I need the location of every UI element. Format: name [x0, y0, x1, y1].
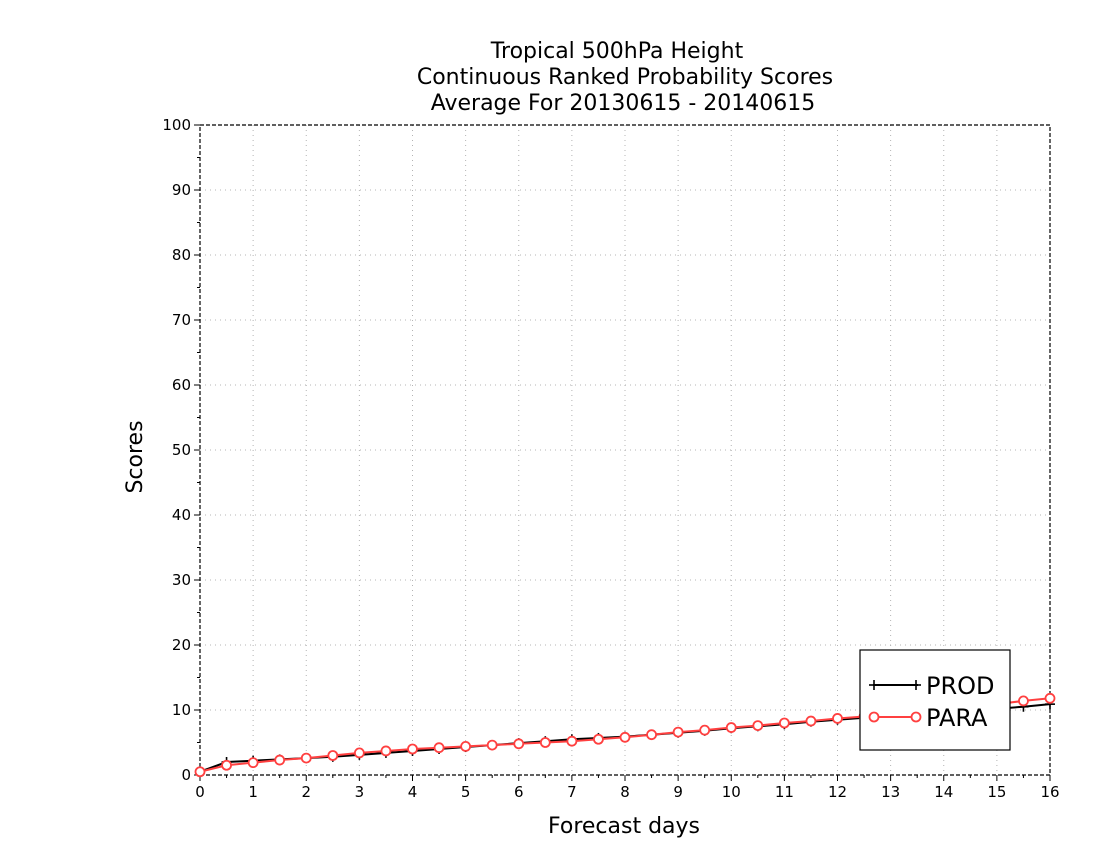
y-tick-label: 80: [172, 246, 191, 264]
data-point-para: [460, 741, 472, 752]
x-tick-label: 0: [195, 783, 205, 801]
data-point-para: [327, 750, 339, 761]
chart-title-line-2: Continuous Ranked Probability Scores: [417, 65, 833, 90]
data-point-para: [1018, 695, 1029, 707]
x-tick-label: 2: [301, 783, 311, 801]
x-tick-label: 13: [881, 783, 900, 801]
axis-ticks: 0 1 2 3 4 5 6 7 8 9 10 11 12 13 14 15 160102030405060708…: [162, 116, 1059, 801]
data-point-para: [752, 720, 764, 731]
x-tick-label: 11: [775, 783, 794, 801]
x-tick-label: 7: [567, 783, 577, 801]
x-axis-label: Forecast days: [548, 814, 700, 839]
chart-title-line-1: Tropical 500hPa Height: [490, 39, 744, 64]
legend-label: PARA: [926, 704, 988, 732]
x-tick-label: 9: [673, 783, 683, 801]
x-tick-label: 16: [1040, 783, 1059, 801]
chart-title: Tropical 500hPa Height Continuous Ranked…: [417, 39, 833, 116]
chart-title-line-3: Average For 20130615 - 20140615: [431, 91, 816, 116]
data-point-para: [699, 724, 711, 736]
legend-entry-prod: PROD: [869, 672, 995, 700]
x-tick-label: 10: [722, 783, 741, 801]
data-point-para: [486, 739, 498, 751]
data-point-para: [247, 757, 259, 769]
data-point-para: [593, 733, 604, 745]
y-tick-label: 60: [172, 376, 191, 394]
data-point-para: [672, 726, 684, 738]
data-point-para: [646, 729, 657, 741]
x-tick-label: 15: [987, 783, 1006, 801]
legend-marker: [911, 680, 921, 690]
y-tick-label: 30: [172, 571, 191, 589]
y-axis-label: Scores: [123, 420, 148, 493]
legend-entry-para: PARA: [868, 704, 988, 732]
y-tick-label: 100: [162, 116, 191, 134]
data-point-para: [778, 717, 790, 729]
grid-lines: [200, 125, 1050, 775]
y-tick-label: 40: [172, 506, 191, 524]
y-tick-label: 10: [172, 701, 191, 719]
data-point-para: [539, 737, 551, 748]
y-tick-label: 70: [172, 311, 191, 329]
legend-marker: [910, 711, 922, 723]
data-point-para: [380, 745, 392, 757]
data-point-para: [407, 743, 418, 755]
data-point-para: [300, 752, 312, 764]
x-tick-label: 3: [355, 783, 365, 801]
y-tick-label: 0: [181, 766, 191, 784]
data-point-para: [194, 766, 206, 778]
legend-label: PROD: [926, 672, 995, 700]
x-tick-label: 1: [248, 783, 258, 801]
legend-box: [859, 649, 1011, 751]
data-point-para: [221, 759, 232, 771]
legend: PROD PARA: [859, 649, 1011, 751]
data-point-para: [566, 735, 578, 747]
x-tick-label: 12: [828, 783, 847, 801]
data-point-para: [513, 738, 525, 750]
data-point-para: [619, 731, 631, 743]
data-point-para: [433, 742, 445, 754]
x-tick-label: 14: [934, 783, 953, 801]
y-tick-label: 90: [172, 181, 191, 199]
x-tick-label: 8: [620, 783, 630, 801]
data-point-para: [353, 747, 365, 759]
x-tick-label: 4: [408, 783, 418, 801]
data-point-para: [274, 754, 286, 766]
x-tick-label: 6: [514, 783, 524, 801]
legend-marker: [868, 711, 880, 723]
legend-marker: [869, 680, 879, 690]
x-tick-label: 5: [461, 783, 471, 801]
data-point-para: [805, 715, 817, 727]
y-tick-label: 50: [172, 441, 191, 459]
data-point-para: [832, 713, 843, 724]
data-point-para: [725, 722, 737, 733]
data-point-para: [1044, 692, 1056, 704]
y-tick-label: 20: [172, 636, 191, 654]
